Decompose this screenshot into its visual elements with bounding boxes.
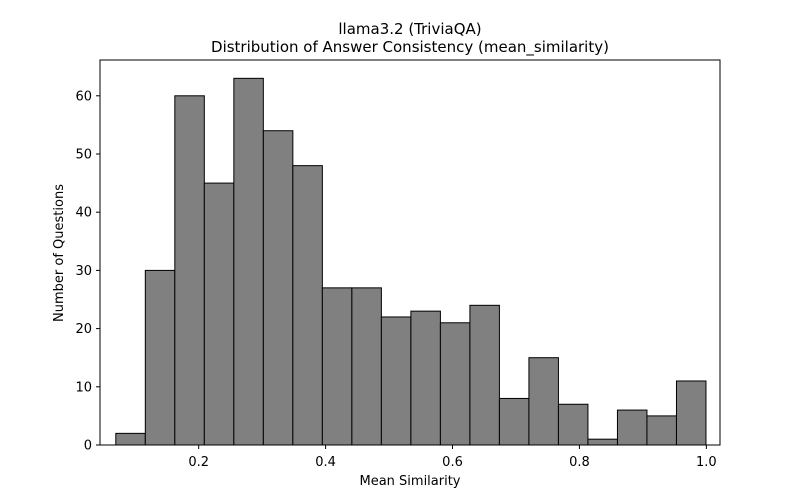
x-tick-label: 0.2 [188,455,209,470]
y-tick-label: 20 [75,322,92,337]
histogram-bar [528,357,559,446]
histogram-bar [646,415,677,446]
x-tick-label: 0.4 [315,455,336,470]
histogram-bar [115,432,146,446]
histogram-bar [292,165,323,446]
x-axis-ticks: 0.2 0.4 0.6 0.8 1.0 [188,445,717,470]
histogram-bar [174,95,205,446]
histogram-bar [410,310,441,446]
x-axis-label: Mean Similarity [359,474,460,489]
histogram-bar [557,403,589,446]
histogram-bar [616,409,648,446]
histogram-bar [203,182,235,446]
bars-layer [115,77,707,446]
plot-frame [99,59,721,446]
histogram-bar [675,380,707,446]
histogram-bar [380,316,412,446]
y-tick-label: 10 [75,380,92,395]
histogram-bar [262,130,294,446]
y-tick-label: 0 [84,439,92,454]
y-tick-label: 50 [75,147,92,162]
y-axis-ticks: 0 10 20 30 40 50 60 [75,89,100,454]
histogram-bar [351,287,382,446]
y-tick-label: 60 [75,89,92,104]
chart-title: llama3.2 (TriviaQA) [338,20,481,38]
histogram-bar [144,269,176,446]
y-tick-label: 40 [75,206,92,221]
x-tick-label: 0.6 [442,455,463,470]
histogram-bar [233,77,264,446]
x-tick-label: 0.8 [569,455,590,470]
y-tick-label: 30 [75,264,92,279]
histogram-bar [469,304,500,446]
histogram-bar [587,438,618,446]
histogram-bar [321,287,353,446]
histogram-bar [498,397,530,446]
x-tick-label: 1.0 [696,455,717,470]
chart-subtitle: Distribution of Answer Consistency (mean… [211,38,609,57]
histogram-bar [439,322,471,446]
y-axis-label: Number of Questions [52,184,67,322]
